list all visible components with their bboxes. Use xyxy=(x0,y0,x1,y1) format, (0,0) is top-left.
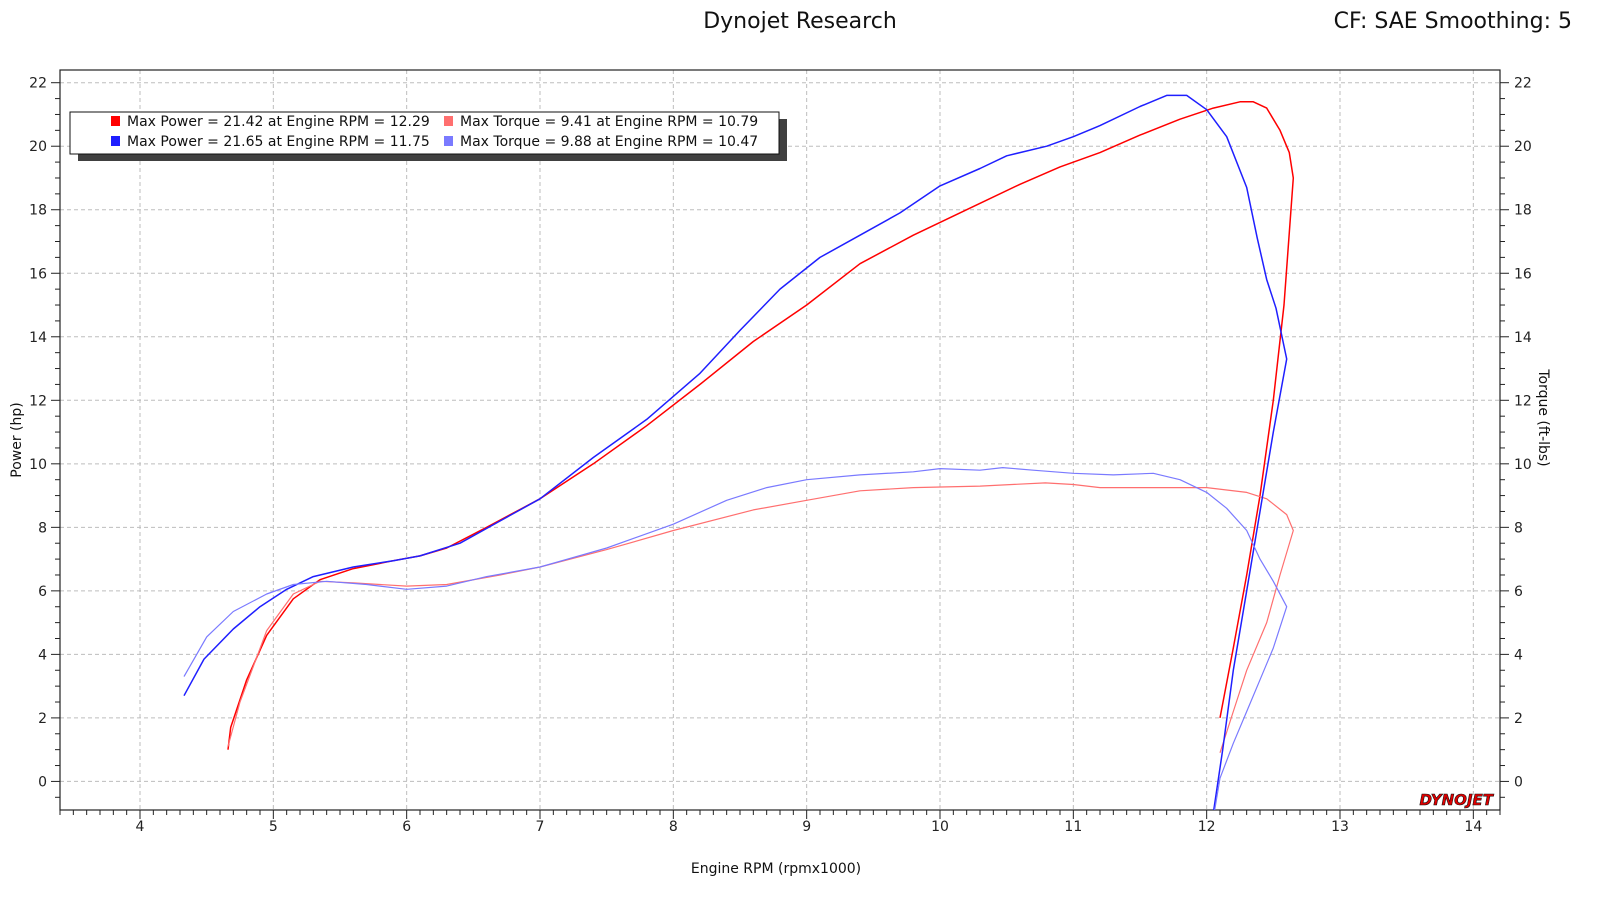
series-line-run2_torque xyxy=(183,467,1288,810)
y-right-tick-label: 12 xyxy=(1514,393,1532,409)
y-right-tick-label: 10 xyxy=(1514,457,1532,473)
y-right-tick-label: 22 xyxy=(1514,76,1532,92)
y-left-tick-label: 0 xyxy=(38,774,47,790)
y-axis-left-title: Power (hp) xyxy=(9,402,25,477)
correction-factor-info: CF: SAE Smoothing: 5 xyxy=(1333,9,1572,34)
y-left-tick-label: 10 xyxy=(29,457,47,473)
x-tick-label: 7 xyxy=(536,819,545,835)
x-tick-label: 11 xyxy=(1064,819,1082,835)
x-tick-label: 4 xyxy=(136,819,145,835)
x-tick-label: 12 xyxy=(1198,819,1216,835)
x-tick-label: 10 xyxy=(931,819,949,835)
legend-swatch-run2-torque xyxy=(444,136,453,146)
y-right-tick-label: 2 xyxy=(1514,711,1523,727)
y-axis-right-title: Torque (ft-lbs) xyxy=(1535,368,1551,466)
y-left-tick-label: 14 xyxy=(29,330,47,346)
legend-entry-run2-power: Max Power = 21.65 at Engine RPM = 11.75 xyxy=(127,134,430,150)
y-right-tick-label: 4 xyxy=(1514,647,1523,663)
legend-entry-run1-torque: Max Torque = 9.41 at Engine RPM = 10.79 xyxy=(460,114,758,130)
plot-area xyxy=(60,70,1500,810)
series-line-run2_power xyxy=(183,94,1288,810)
legend-entry-run1-power: Max Power = 21.42 at Engine RPM = 12.29 xyxy=(127,114,430,130)
y-left-tick-label: 2 xyxy=(38,711,47,727)
x-tick-label: 6 xyxy=(402,819,411,835)
plot-frame xyxy=(59,69,1501,811)
legend-swatch-run2-power xyxy=(111,136,120,146)
y-left-tick-label: 4 xyxy=(38,647,47,663)
x-tick-label: 14 xyxy=(1464,819,1482,835)
x-tick-label: 8 xyxy=(669,819,678,835)
x-tick-label: 5 xyxy=(269,819,278,835)
series-lines xyxy=(183,94,1295,810)
y-right-tick-label: 8 xyxy=(1514,520,1523,536)
legend: Max Power = 21.42 at Engine RPM = 12.29 … xyxy=(69,111,787,161)
series-line-run1_power xyxy=(227,101,1295,750)
legend-swatch-run1-power xyxy=(111,116,120,126)
y-right-tick-label: 0 xyxy=(1514,774,1523,790)
legend-entry-run2-torque: Max Torque = 9.88 at Engine RPM = 10.47 xyxy=(460,134,758,150)
y-left-tick-label: 16 xyxy=(29,266,47,282)
y-right-tick-label: 16 xyxy=(1514,266,1532,282)
legend-box xyxy=(69,111,780,155)
y-right-tick-label: 14 xyxy=(1514,330,1532,346)
legend-swatch-run1-torque xyxy=(444,116,453,126)
y-left-tick-label: 22 xyxy=(29,76,47,92)
y-left-tick-label: 18 xyxy=(29,203,47,219)
chart-title: Dynojet Research xyxy=(703,9,897,34)
y-left-tick-label: 20 xyxy=(29,139,47,155)
y-left-tick-label: 6 xyxy=(38,584,47,600)
x-axis-title: Engine RPM (rpmx1000) xyxy=(691,861,861,877)
y-right-tick-label: 20 xyxy=(1514,139,1532,155)
x-tick-label: 13 xyxy=(1331,819,1349,835)
y-left-tick-label: 8 xyxy=(38,520,47,536)
dynojet-logo: DYNOJET xyxy=(1419,791,1494,809)
x-tick-label: 9 xyxy=(802,819,811,835)
y-left-tick-label: 12 xyxy=(29,393,47,409)
y-right-tick-label: 18 xyxy=(1514,203,1532,219)
y-right-tick-label: 6 xyxy=(1514,584,1523,600)
